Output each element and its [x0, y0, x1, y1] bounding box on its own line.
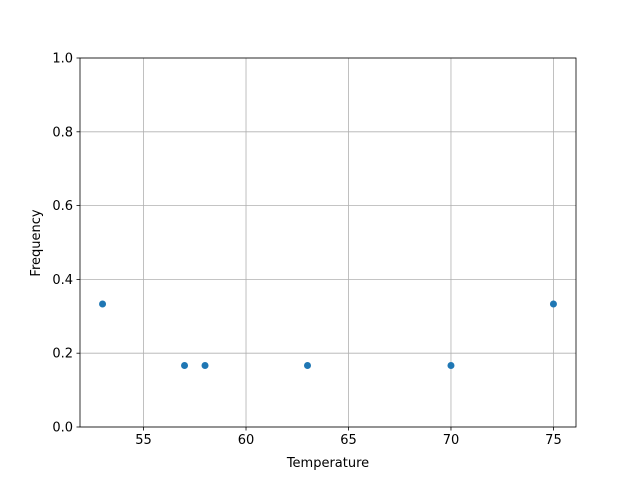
y-axis-ticks: 0.0 0.2 0.4 0.6 0.8 1.0 — [52, 52, 80, 436]
y-tick-label: 0.0 — [52, 421, 73, 436]
grid — [80, 57, 576, 428]
x-tick-label: 65 — [340, 433, 357, 448]
x-tick-label: 70 — [443, 433, 460, 448]
data-point — [549, 300, 557, 308]
x-tick-label: 75 — [545, 433, 562, 448]
data-point — [181, 361, 189, 369]
y-tick-label: 0.4 — [52, 273, 73, 288]
y-axis-label: Frequency — [29, 209, 44, 276]
data-point — [99, 300, 107, 308]
y-tick-label: 0.2 — [52, 347, 73, 362]
data-point — [304, 361, 312, 369]
data-point — [447, 361, 455, 369]
data-point — [201, 361, 209, 369]
x-axis-label: Temperature — [286, 456, 369, 471]
data-points — [99, 300, 557, 369]
x-axis-ticks: 55 60 65 70 75 — [135, 427, 562, 448]
plot-frame — [79, 57, 577, 428]
y-tick-label: 0.8 — [52, 125, 73, 140]
y-tick-label: 1.0 — [52, 52, 73, 67]
x-tick-label: 60 — [238, 433, 255, 448]
y-tick-label: 0.6 — [52, 199, 73, 214]
x-tick-label: 55 — [135, 433, 152, 448]
